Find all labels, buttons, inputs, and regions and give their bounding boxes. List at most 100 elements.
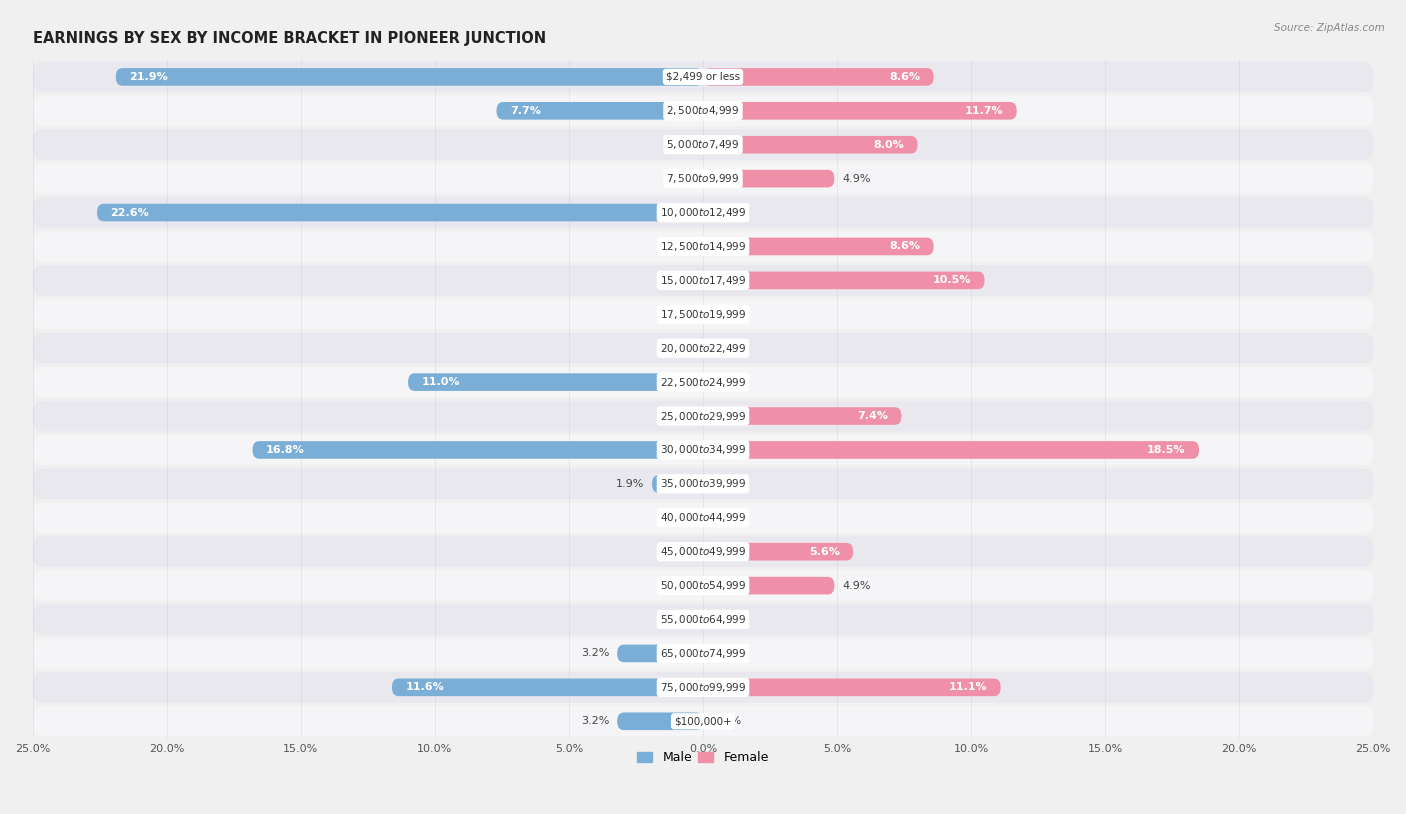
- Text: $22,500 to $24,999: $22,500 to $24,999: [659, 375, 747, 388]
- FancyBboxPatch shape: [32, 62, 1374, 92]
- Text: 0.0%: 0.0%: [714, 479, 742, 489]
- FancyBboxPatch shape: [32, 469, 1374, 499]
- FancyBboxPatch shape: [703, 543, 853, 561]
- Text: 0.0%: 0.0%: [664, 513, 692, 523]
- Text: 0.0%: 0.0%: [714, 344, 742, 353]
- FancyBboxPatch shape: [32, 367, 1374, 397]
- Text: $20,000 to $22,499: $20,000 to $22,499: [659, 342, 747, 355]
- Text: 16.8%: 16.8%: [266, 445, 305, 455]
- Text: 0.0%: 0.0%: [714, 615, 742, 624]
- FancyBboxPatch shape: [32, 571, 1374, 601]
- Text: $100,000+: $100,000+: [673, 716, 733, 726]
- Text: $10,000 to $12,499: $10,000 to $12,499: [659, 206, 747, 219]
- FancyBboxPatch shape: [253, 441, 703, 459]
- Text: 1.9%: 1.9%: [616, 479, 644, 489]
- FancyBboxPatch shape: [32, 197, 1374, 228]
- FancyBboxPatch shape: [703, 407, 901, 425]
- Text: $55,000 to $64,999: $55,000 to $64,999: [659, 613, 747, 626]
- FancyBboxPatch shape: [617, 645, 703, 663]
- FancyBboxPatch shape: [408, 374, 703, 391]
- FancyBboxPatch shape: [32, 536, 1374, 567]
- FancyBboxPatch shape: [32, 129, 1374, 160]
- FancyBboxPatch shape: [703, 679, 1001, 696]
- Text: 0.0%: 0.0%: [714, 208, 742, 217]
- Text: $5,000 to $7,499: $5,000 to $7,499: [666, 138, 740, 151]
- FancyBboxPatch shape: [97, 204, 703, 221]
- FancyBboxPatch shape: [32, 502, 1374, 533]
- Text: 0.0%: 0.0%: [664, 140, 692, 150]
- Text: 11.0%: 11.0%: [422, 377, 460, 387]
- FancyBboxPatch shape: [617, 712, 703, 730]
- FancyBboxPatch shape: [32, 299, 1374, 330]
- Text: 11.7%: 11.7%: [965, 106, 1004, 116]
- FancyBboxPatch shape: [32, 95, 1374, 126]
- Text: 0.0%: 0.0%: [714, 377, 742, 387]
- FancyBboxPatch shape: [32, 672, 1374, 702]
- Text: $65,000 to $74,999: $65,000 to $74,999: [659, 647, 747, 660]
- Text: 0.0%: 0.0%: [664, 309, 692, 319]
- FancyBboxPatch shape: [32, 400, 1374, 431]
- FancyBboxPatch shape: [32, 265, 1374, 295]
- Text: $45,000 to $49,999: $45,000 to $49,999: [659, 545, 747, 558]
- Text: 11.6%: 11.6%: [405, 682, 444, 693]
- Text: 0.0%: 0.0%: [664, 411, 692, 421]
- Text: 0.0%: 0.0%: [664, 173, 692, 184]
- Text: $25,000 to $29,999: $25,000 to $29,999: [659, 409, 747, 422]
- Text: 0.0%: 0.0%: [714, 309, 742, 319]
- Text: 8.6%: 8.6%: [889, 72, 920, 82]
- Text: 5.6%: 5.6%: [808, 547, 839, 557]
- FancyBboxPatch shape: [32, 231, 1374, 262]
- FancyBboxPatch shape: [32, 638, 1374, 668]
- FancyBboxPatch shape: [32, 164, 1374, 194]
- FancyBboxPatch shape: [703, 441, 1199, 459]
- Text: 0.0%: 0.0%: [664, 615, 692, 624]
- Text: $7,500 to $9,999: $7,500 to $9,999: [666, 172, 740, 185]
- FancyBboxPatch shape: [703, 577, 834, 594]
- FancyBboxPatch shape: [32, 435, 1374, 466]
- Text: 4.9%: 4.9%: [842, 580, 870, 591]
- Text: Source: ZipAtlas.com: Source: ZipAtlas.com: [1274, 23, 1385, 33]
- Text: $35,000 to $39,999: $35,000 to $39,999: [659, 477, 747, 490]
- Text: $50,000 to $54,999: $50,000 to $54,999: [659, 579, 747, 592]
- FancyBboxPatch shape: [32, 333, 1374, 364]
- Text: 0.0%: 0.0%: [664, 580, 692, 591]
- FancyBboxPatch shape: [115, 68, 703, 85]
- FancyBboxPatch shape: [32, 706, 1374, 737]
- Text: $12,500 to $14,999: $12,500 to $14,999: [659, 240, 747, 253]
- Text: 7.7%: 7.7%: [510, 106, 541, 116]
- Text: 22.6%: 22.6%: [111, 208, 149, 217]
- Text: 0.0%: 0.0%: [664, 242, 692, 252]
- Text: 11.1%: 11.1%: [949, 682, 987, 693]
- Text: $30,000 to $34,999: $30,000 to $34,999: [659, 444, 747, 457]
- Text: 0.0%: 0.0%: [664, 275, 692, 286]
- Text: $2,500 to $4,999: $2,500 to $4,999: [666, 104, 740, 117]
- Text: $15,000 to $17,499: $15,000 to $17,499: [659, 274, 747, 287]
- FancyBboxPatch shape: [703, 68, 934, 85]
- FancyBboxPatch shape: [703, 102, 1017, 120]
- Text: 10.5%: 10.5%: [932, 275, 972, 286]
- FancyBboxPatch shape: [703, 272, 984, 289]
- Text: 0.0%: 0.0%: [714, 716, 742, 726]
- Text: EARNINGS BY SEX BY INCOME BRACKET IN PIONEER JUNCTION: EARNINGS BY SEX BY INCOME BRACKET IN PIO…: [32, 31, 546, 46]
- FancyBboxPatch shape: [392, 679, 703, 696]
- FancyBboxPatch shape: [703, 238, 934, 256]
- FancyBboxPatch shape: [496, 102, 703, 120]
- Text: 8.6%: 8.6%: [889, 242, 920, 252]
- Text: 0.0%: 0.0%: [664, 547, 692, 557]
- Text: 0.0%: 0.0%: [714, 649, 742, 659]
- Text: 7.4%: 7.4%: [858, 411, 889, 421]
- Text: 0.0%: 0.0%: [664, 344, 692, 353]
- FancyBboxPatch shape: [703, 170, 834, 187]
- Text: 8.0%: 8.0%: [873, 140, 904, 150]
- Text: $2,499 or less: $2,499 or less: [666, 72, 740, 82]
- FancyBboxPatch shape: [703, 136, 918, 154]
- Text: $75,000 to $99,999: $75,000 to $99,999: [659, 681, 747, 694]
- Text: 0.0%: 0.0%: [714, 513, 742, 523]
- Text: 4.9%: 4.9%: [842, 173, 870, 184]
- FancyBboxPatch shape: [32, 604, 1374, 635]
- Text: $17,500 to $19,999: $17,500 to $19,999: [659, 308, 747, 321]
- Legend: Male, Female: Male, Female: [633, 746, 773, 769]
- Text: 21.9%: 21.9%: [129, 72, 167, 82]
- Text: 3.2%: 3.2%: [581, 716, 609, 726]
- Text: $40,000 to $44,999: $40,000 to $44,999: [659, 511, 747, 524]
